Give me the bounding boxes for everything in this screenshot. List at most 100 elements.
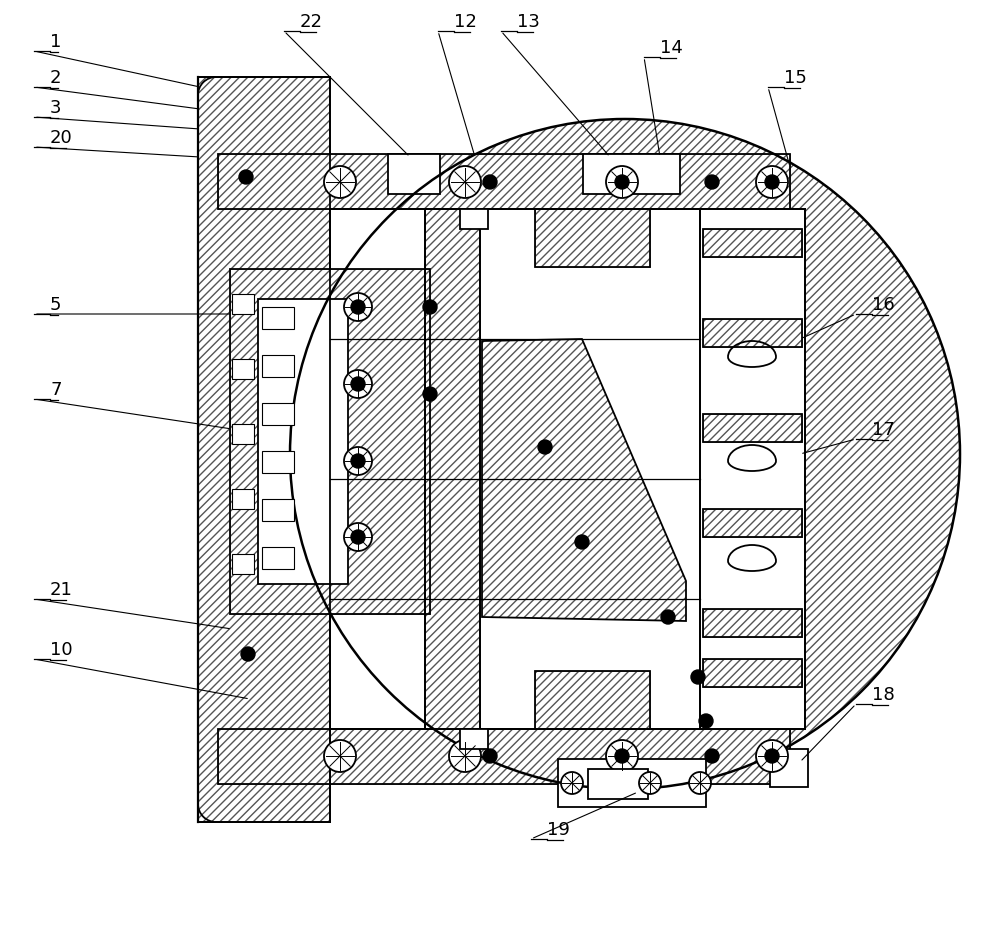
Circle shape: [575, 535, 589, 549]
Circle shape: [765, 176, 779, 190]
Circle shape: [423, 300, 437, 314]
Text: 13: 13: [517, 13, 540, 31]
Bar: [583, 154, 680, 195]
Circle shape: [324, 167, 356, 198]
Bar: [232, 295, 254, 314]
Text: 10: 10: [50, 640, 73, 658]
Bar: [460, 210, 488, 229]
Text: 12: 12: [454, 13, 477, 31]
Bar: [262, 308, 294, 329]
Bar: [388, 154, 440, 195]
Bar: [558, 759, 706, 807]
Text: 15: 15: [784, 69, 807, 87]
Circle shape: [615, 749, 629, 763]
Text: 16: 16: [872, 296, 895, 314]
Polygon shape: [482, 340, 686, 622]
Text: 3: 3: [50, 99, 62, 117]
Bar: [535, 671, 650, 729]
Circle shape: [606, 740, 638, 772]
Circle shape: [344, 523, 372, 551]
Text: 22: 22: [300, 13, 323, 31]
Bar: [262, 451, 294, 474]
Circle shape: [705, 176, 719, 190]
Bar: [535, 210, 650, 268]
Bar: [703, 320, 802, 347]
Circle shape: [351, 455, 365, 469]
Bar: [230, 270, 430, 614]
Bar: [218, 729, 790, 784]
Circle shape: [699, 714, 713, 728]
Text: 1: 1: [50, 33, 61, 51]
Bar: [703, 509, 802, 537]
Circle shape: [705, 749, 719, 763]
Bar: [703, 229, 802, 257]
Bar: [703, 609, 802, 637]
Bar: [588, 769, 648, 799]
Circle shape: [351, 377, 365, 391]
Circle shape: [351, 531, 365, 545]
Circle shape: [615, 176, 629, 190]
Circle shape: [756, 167, 788, 198]
Bar: [703, 659, 802, 687]
Bar: [535, 210, 650, 268]
Bar: [258, 300, 348, 584]
Bar: [330, 210, 705, 729]
Bar: [460, 729, 488, 749]
Circle shape: [606, 167, 638, 198]
Circle shape: [691, 670, 705, 684]
Bar: [232, 359, 254, 380]
Bar: [232, 554, 254, 575]
Circle shape: [689, 772, 711, 794]
Circle shape: [661, 610, 675, 624]
Circle shape: [756, 740, 788, 772]
Text: 5: 5: [50, 296, 62, 314]
Bar: [262, 356, 294, 377]
Circle shape: [351, 300, 365, 314]
Text: 2: 2: [50, 69, 62, 87]
Bar: [770, 749, 808, 787]
Circle shape: [538, 441, 552, 455]
Circle shape: [483, 749, 497, 763]
Bar: [703, 509, 802, 537]
Bar: [703, 320, 802, 347]
Text: 17: 17: [872, 420, 895, 439]
Bar: [703, 659, 802, 687]
Bar: [703, 229, 802, 257]
Circle shape: [344, 447, 372, 475]
Circle shape: [290, 120, 960, 789]
Circle shape: [239, 170, 253, 184]
Text: 18: 18: [872, 685, 895, 703]
Circle shape: [344, 294, 372, 322]
Bar: [218, 154, 790, 210]
Circle shape: [344, 371, 372, 399]
Bar: [262, 548, 294, 569]
Circle shape: [449, 167, 481, 198]
Text: 14: 14: [660, 39, 683, 57]
Text: 20: 20: [50, 129, 73, 147]
Bar: [703, 609, 802, 637]
Bar: [425, 210, 480, 729]
Bar: [703, 415, 802, 443]
Bar: [198, 78, 330, 822]
Circle shape: [324, 740, 356, 772]
Circle shape: [423, 388, 437, 402]
Bar: [218, 729, 790, 784]
Bar: [703, 415, 802, 443]
Bar: [218, 154, 790, 210]
Bar: [700, 210, 805, 729]
Bar: [232, 425, 254, 445]
Circle shape: [561, 772, 583, 794]
Circle shape: [765, 749, 779, 763]
Bar: [230, 270, 430, 614]
Bar: [535, 671, 650, 729]
Bar: [262, 500, 294, 521]
Circle shape: [449, 740, 481, 772]
Circle shape: [483, 176, 497, 190]
Bar: [198, 78, 330, 822]
Bar: [232, 490, 254, 509]
Bar: [262, 403, 294, 426]
Text: 21: 21: [50, 580, 73, 598]
Text: 19: 19: [547, 820, 570, 838]
Circle shape: [241, 648, 255, 662]
Text: 7: 7: [50, 381, 62, 399]
